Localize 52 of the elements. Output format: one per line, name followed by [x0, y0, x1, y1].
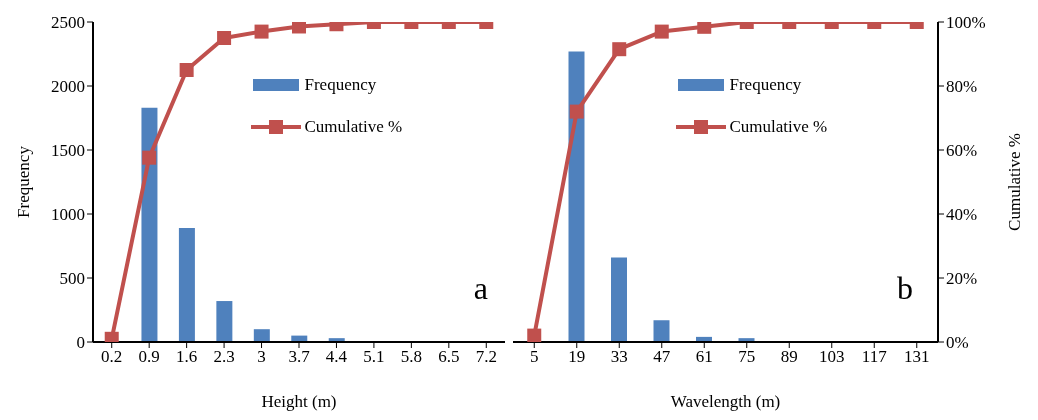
- y-tick-label: 1500: [51, 141, 85, 161]
- y2-tick-label: 40%: [946, 205, 978, 225]
- x-tick-label: 103: [819, 347, 845, 367]
- y2-axis-title: Cumulative %: [1005, 133, 1025, 231]
- x-tick-label: 3.7: [288, 347, 311, 367]
- bar: [653, 320, 670, 342]
- x-tick-label: 3: [257, 347, 266, 367]
- x-tick-label: 1.6: [176, 347, 198, 367]
- y2-tick-label: 100%: [946, 13, 986, 33]
- x-tick-label: 4.4: [325, 347, 348, 367]
- point: [179, 63, 194, 77]
- y-tick-label: 2000: [51, 77, 85, 97]
- y-tick-label: 500: [59, 269, 85, 289]
- x-tick-label: 75: [738, 347, 756, 367]
- x-axis-title: Wavelength (m): [670, 392, 781, 411]
- x-tick-label: 117: [861, 347, 888, 367]
- y-tick-label: 0: [76, 333, 85, 353]
- x-tick-label: 6.5: [438, 347, 460, 367]
- bar: [253, 329, 270, 342]
- y2-tick-label: 80%: [946, 77, 978, 97]
- x-tick-label: 5: [530, 347, 539, 367]
- y2-tick-label: 20%: [946, 269, 978, 289]
- legend-label: Frequency: [729, 75, 802, 95]
- x-tick-label: 0.2: [101, 347, 123, 367]
- x-tick-label: 5.1: [363, 347, 385, 367]
- bar: [611, 257, 627, 342]
- annotation: b: [897, 270, 913, 307]
- x-tick-label: 33: [610, 347, 628, 367]
- bar: [216, 301, 233, 342]
- x-tick-label: 61: [695, 347, 713, 367]
- x-tick-label: 5.8: [400, 347, 422, 367]
- point: [292, 22, 306, 34]
- x-axis-title: Height (m): [261, 392, 337, 411]
- point: [142, 150, 157, 165]
- x-tick-label: 19: [568, 347, 586, 367]
- y-tick-label: 2500: [51, 13, 85, 33]
- x-tick-label: 89: [780, 347, 798, 367]
- y-tick-label: 1000: [51, 205, 85, 225]
- y2-tick-label: 60%: [946, 141, 978, 161]
- x-tick-label: 131: [904, 347, 930, 367]
- bar: [568, 51, 585, 342]
- x-tick-label: 7.2: [475, 347, 497, 367]
- annotation: a: [473, 270, 488, 307]
- legend-label: Frequency: [304, 75, 377, 95]
- legend-label: Cumulative %: [729, 117, 828, 137]
- x-tick-label: 0.9: [138, 347, 160, 367]
- x-tick-label: 47: [653, 347, 671, 367]
- y2-tick-label: 0%: [946, 333, 969, 353]
- x-tick-label: 2.3: [213, 347, 235, 367]
- legend-label: Cumulative %: [304, 117, 403, 137]
- bar: [178, 228, 195, 342]
- y-axis-title: Frequency: [14, 145, 34, 218]
